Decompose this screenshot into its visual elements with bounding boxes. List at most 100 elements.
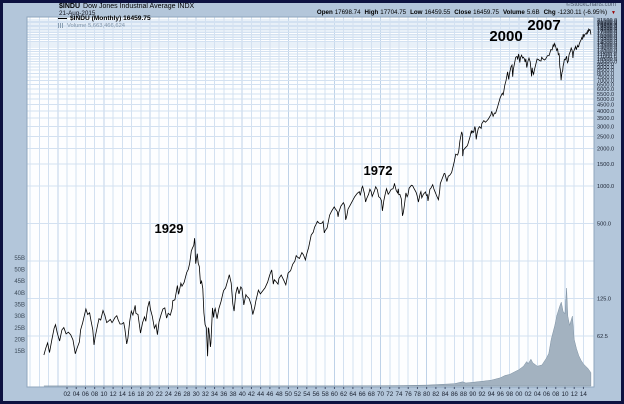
y-axis-tick-label: 62.5	[597, 334, 608, 340]
x-axis-tick-label: 42	[248, 391, 256, 398]
y-axis-right: 21500.021000.020500.020000.019500.019000…	[597, 18, 617, 340]
y-axis-tick-label: 7000.0	[597, 79, 614, 85]
y-axis-tick-label: 19000.0	[597, 25, 617, 31]
x-axis-tick-label: 68	[368, 391, 376, 398]
volume-axis-tick-label: 30B	[14, 314, 25, 320]
low-value: 16459.55	[424, 8, 451, 16]
x-axis-tick-label: 70	[377, 391, 385, 398]
x-axis-tick-label: 02	[525, 391, 533, 398]
high-value: 17704.75	[380, 8, 407, 16]
y-axis-tick-label: 2500.0	[597, 134, 614, 140]
x-axis-tick-label: 22	[156, 391, 164, 398]
volume-value: 5.6B	[526, 8, 540, 16]
open-value: 17698.74	[334, 8, 361, 16]
x-axis-tick-label: 98	[506, 391, 514, 398]
x-axis-tick-label: 92	[478, 391, 486, 398]
x-axis-tick-label: 08	[91, 391, 99, 398]
volume-axis-tick-label: 55B	[14, 256, 25, 262]
x-axis-tick-label: 64	[349, 391, 357, 398]
x-axis-tick-label: 72	[386, 391, 394, 398]
chart-date: 21-Aug-2015	[59, 10, 96, 17]
x-axis-tick-label: 32	[202, 391, 210, 398]
y-axis-tick-label: 4000.0	[597, 109, 614, 115]
y-axis-tick-label: 8000.0	[597, 72, 614, 78]
x-axis-tick-label: 12	[571, 391, 579, 398]
x-axis-tick-label: 46	[266, 391, 274, 398]
x-axis-tick-label: 94	[488, 391, 496, 398]
annotations: 1929 1972 2000 2007	[155, 17, 561, 236]
annotation-2007: 2007	[527, 17, 560, 34]
x-axis-tick-label: 24	[165, 391, 173, 398]
y-axis-tick-label: 20000.0	[597, 22, 617, 28]
y-axis-tick-label: 125.0	[597, 297, 611, 303]
series-legend-label: $INDU (Monthly) 16459.75	[70, 15, 151, 22]
volume-axis-tick-label: 45B	[14, 279, 25, 285]
y-axis-tick-label: 14000.0	[597, 41, 617, 47]
ohlc-summary: Open 17698.74 High 17704.75 Low 16459.55 Close…	[316, 8, 616, 16]
x-axis-tick-label: 60	[331, 391, 339, 398]
y-axis-tick-label: 3500.0	[597, 116, 614, 122]
x-axis-tick-label: 62	[340, 391, 348, 398]
x-axis-tick-label: 36	[220, 391, 228, 398]
x-axis-tick-label: 96	[497, 391, 505, 398]
symbol-label: $INDU	[59, 3, 81, 10]
y-axis-tick-label: 16500.0	[597, 32, 617, 38]
line-swatch-icon	[58, 17, 67, 19]
x-axis-tick-label: 08	[552, 391, 560, 398]
x-axis-tick-label: 74	[395, 391, 403, 398]
y-axis-tick-label: 7500.0	[597, 75, 614, 81]
volume-axis-tick-label: 35B	[14, 302, 25, 308]
x-axis-tick-label: 40	[239, 391, 247, 398]
x-axis-tick-label: 54	[303, 391, 311, 398]
volume-axis-left: 55B 50B 45B 40B 35B 30B 25B 20B 15B	[14, 256, 25, 355]
x-axis-tick-label: 76	[405, 391, 413, 398]
x-axis-tick-label: 58	[322, 391, 330, 398]
y-axis-tick-label: 14500.0	[597, 39, 617, 45]
x-axis-tick-label: 50	[285, 391, 293, 398]
x-axis-tick-label: 86	[451, 391, 459, 398]
x-axis-tick-label: 78	[414, 391, 422, 398]
open-label: Open	[316, 8, 333, 16]
volume-axis-tick-label: 20B	[14, 337, 25, 343]
x-axis: 02 04 06 08 10 12 14 16 18 20 22 24 26 28 30 32 34 36 38 40…	[63, 387, 587, 398]
x-axis-tick-label: 84	[442, 391, 450, 398]
x-axis-tick-label: 34	[211, 391, 219, 398]
x-axis-tick-label: 12	[110, 391, 118, 398]
down-arrow-icon: ▼	[611, 9, 616, 16]
annotation-1972: 1972	[364, 163, 393, 178]
x-axis-tick-label: 30	[193, 391, 201, 398]
x-axis-tick-label: 48	[276, 391, 284, 398]
y-axis-tick-label: 21500.0	[597, 18, 617, 24]
x-axis-tick-label: 06	[543, 391, 551, 398]
y-axis-tick-label: 13500.0	[597, 43, 617, 49]
x-axis-tick-label: 88	[460, 391, 468, 398]
y-axis-tick-label: 6500.0	[597, 83, 614, 89]
y-axis-tick-label: 1500.0	[597, 162, 614, 168]
x-axis-tick-label: 80	[423, 391, 431, 398]
x-axis-tick-label: 20	[146, 391, 154, 398]
series-legend: $INDU (Monthly) 16459.75	[58, 15, 151, 23]
y-axis-tick-label: 10500.0	[597, 57, 617, 63]
x-axis-tick-label: 02	[63, 391, 71, 398]
x-axis-tick-label: 18	[137, 391, 145, 398]
y-axis-tick-label: 17500.0	[597, 29, 617, 35]
x-axis-tick-label: 00	[515, 391, 523, 398]
x-axis-tick-label: 28	[183, 391, 191, 398]
volume-bars-icon	[58, 23, 64, 28]
y-axis-tick-label: 12500.0	[597, 47, 617, 53]
y-axis-tick-label: 10000.0	[597, 59, 617, 65]
y-axis-tick-label: 1000.0	[597, 184, 614, 190]
close-value: 16459.75	[473, 8, 499, 16]
x-axis-tick-label: 44	[257, 391, 265, 398]
volume-axis-tick-label: 15B	[14, 349, 25, 355]
x-axis-tick-label: 14	[119, 391, 127, 398]
annotation-2000: 2000	[489, 28, 522, 45]
y-axis-tick-label: 9500.0	[597, 62, 614, 68]
x-axis-tick-label: 66	[359, 391, 367, 398]
x-axis-tick-label: 38	[229, 391, 237, 398]
x-axis-tick-label: 16	[128, 391, 136, 398]
page-title: Dow Jones Industrial Average INDX	[83, 3, 195, 10]
y-axis-tick-label: 15000.0	[597, 37, 617, 43]
x-axis-tick-label: 26	[174, 391, 182, 398]
